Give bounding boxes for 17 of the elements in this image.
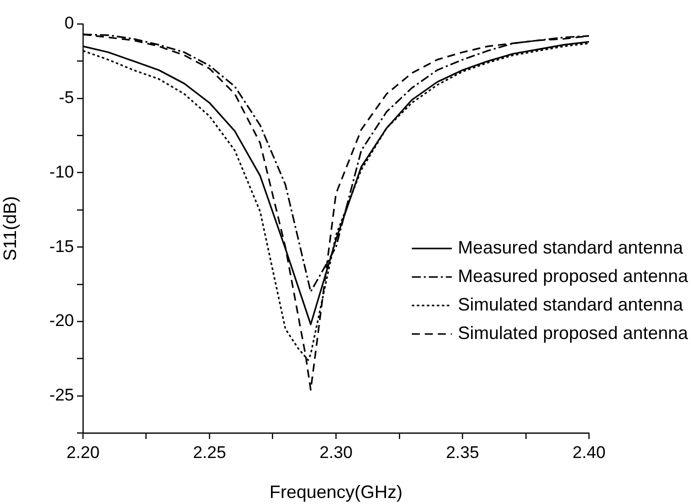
y-tick-label: 0 (64, 14, 74, 33)
y-tick-label: -20 (49, 311, 74, 330)
legend-label: Simulated standard antenna (458, 294, 684, 314)
x-tick-label: 2.35 (446, 442, 480, 462)
y-tick-label: -15 (49, 236, 74, 256)
y-axis-title: S11(dB) (0, 196, 20, 261)
x-axis-title: Frequency(GHz) (269, 482, 403, 502)
legend-label: Measured proposed antenna (458, 266, 689, 286)
x-tick-label: 2.30 (319, 442, 353, 462)
legend-label: Measured standard antenna (458, 237, 684, 258)
y-tick-label: -5 (58, 88, 74, 108)
x-tick-label: 2.25 (192, 442, 226, 462)
x-tick-label: 2.20 (66, 442, 100, 462)
legend-label: Simulated proposed antenna (458, 322, 689, 343)
x-tick-label: 2.40 (572, 442, 606, 462)
y-tick-label: -25 (49, 386, 74, 405)
y-tick-label: -10 (49, 162, 74, 182)
